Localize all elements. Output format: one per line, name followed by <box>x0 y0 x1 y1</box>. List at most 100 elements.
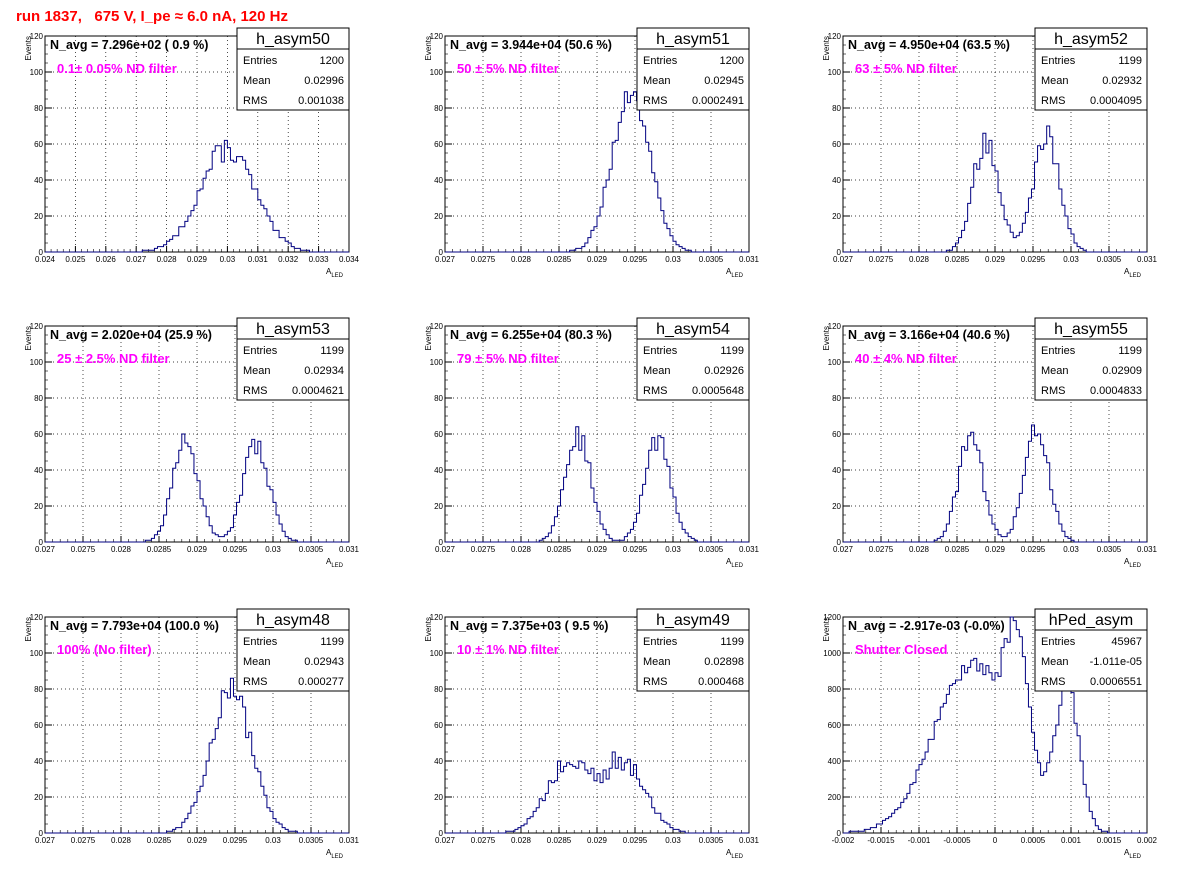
stats-entries-value: 1200 <box>320 55 344 67</box>
y-tick-label: 0 <box>837 538 842 547</box>
filter-label: 40 ± 4% ND filter <box>855 351 957 366</box>
filter-label: 0.1± 0.05% ND filter <box>57 61 177 76</box>
x-tick-label: 0.031 <box>739 545 760 554</box>
stats-box: h_asym48 Entries 1199 Mean 0.02943 RMS 0.00027… <box>236 608 350 692</box>
x-tick-label: 0.031 <box>739 836 760 845</box>
x-tick-label: 0.028 <box>111 545 132 554</box>
stats-rms-label: RMS <box>643 676 667 688</box>
stats-rms-label: RMS <box>1041 95 1065 107</box>
navg-label: N_avg = -2.917e-03 (-0.0%) <box>848 619 1005 633</box>
stats-hist-name: h_asym53 <box>256 321 330 338</box>
x-tick-label: 0 <box>993 836 998 845</box>
y-tick-label: 0 <box>837 829 842 838</box>
y-axis-title: Events <box>822 617 831 641</box>
x-tick-label: 0.029 <box>187 255 208 264</box>
x-tick-label: 0.029 <box>985 545 1006 554</box>
stats-entries-label: Entries <box>1041 345 1076 357</box>
x-tick-label: 0.0275 <box>471 545 496 554</box>
y-tick-label: 60 <box>434 140 443 149</box>
y-tick-label: 20 <box>34 212 43 221</box>
y-tick-label: 120 <box>828 322 842 331</box>
filter-label: 10 ± 1% ND filter <box>457 642 559 657</box>
stats-rms-value: 0.0004621 <box>292 385 344 397</box>
stats-mean-value: 0.02932 <box>1102 75 1142 87</box>
y-tick-label: 200 <box>828 793 842 802</box>
filter-label: 50 ± 5% ND filter <box>457 61 559 76</box>
y-tick-label: 20 <box>434 793 443 802</box>
stats-rms-value: 0.0004095 <box>1090 95 1142 107</box>
histogram-series <box>445 426 749 543</box>
x-tick-label: 0.027 <box>35 836 56 845</box>
y-tick-label: 20 <box>434 502 443 511</box>
stats-mean-label: Mean <box>643 365 671 377</box>
y-tick-label: 0 <box>837 248 842 257</box>
y-tick-label: 80 <box>434 685 443 694</box>
y-tick-label: 1000 <box>823 649 841 658</box>
y-tick-label: 80 <box>832 104 841 113</box>
x-tick-label: 0.0305 <box>699 255 724 264</box>
x-tick-label: 0.032 <box>278 255 299 264</box>
x-axis-title: ALED <box>326 557 344 569</box>
x-tick-label: 0.027 <box>35 545 56 554</box>
filter-label: 63 ± 5% ND filter <box>855 61 957 76</box>
x-tick-label: 0.027 <box>126 255 147 264</box>
y-tick-label: 100 <box>828 68 842 77</box>
filter-label: 25 ± 2.5% ND filter <box>57 351 170 366</box>
x-axis-title: ALED <box>1124 557 1142 569</box>
stats-rms-label: RMS <box>643 95 667 107</box>
filter-label: 79 ± 5% ND filter <box>457 351 559 366</box>
y-tick-label: 20 <box>34 502 43 511</box>
x-axis-title: ALED <box>726 557 744 569</box>
stats-mean-label: Mean <box>243 365 271 377</box>
y-axis-title: Events <box>424 36 433 60</box>
x-tick-label: 0.0305 <box>699 545 724 554</box>
run-title: run 1837, 675 V, I_pe ≈ 6.0 nA, 120 Hz <box>16 8 288 25</box>
y-tick-label: 80 <box>832 394 841 403</box>
x-tick-label: 0.0305 <box>1097 255 1122 264</box>
y-tick-label: 40 <box>434 757 443 766</box>
x-tick-label: 0.0005 <box>1021 836 1046 845</box>
x-tick-label: 0.0285 <box>147 545 172 554</box>
y-tick-label: 20 <box>832 502 841 511</box>
stats-entries-value: 1199 <box>320 636 344 648</box>
x-tick-label: 0.0295 <box>623 836 648 845</box>
y-tick-label: 120 <box>30 613 44 622</box>
y-tick-label: 60 <box>434 721 443 730</box>
x-tick-label: 0.0285 <box>147 836 172 845</box>
y-tick-label: 100 <box>430 68 444 77</box>
y-tick-label: 60 <box>434 430 443 439</box>
y-axis-title: Events <box>424 326 433 350</box>
y-tick-label: 40 <box>832 176 841 185</box>
y-tick-label: 40 <box>34 466 43 475</box>
x-tick-label: 0.0295 <box>623 255 648 264</box>
stats-box-frame <box>236 608 350 692</box>
y-tick-label: 40 <box>34 176 43 185</box>
stats-rms-value: 0.0002491 <box>692 95 744 107</box>
y-tick-label: 40 <box>434 176 443 185</box>
x-tick-label: 0.0295 <box>1021 545 1046 554</box>
x-tick-label: 0.0305 <box>699 836 724 845</box>
x-tick-label: -0.0005 <box>943 836 971 845</box>
stats-mean-label: Mean <box>1041 656 1069 668</box>
histogram-panel-h_asym48: 0.027 0.0275 0.028 0.0285 0.029 0.0295 0.03 0.0… <box>24 608 360 860</box>
x-tick-label: 0.033 <box>309 255 330 264</box>
stats-mean-value: 0.02943 <box>304 656 344 668</box>
x-tick-label: 0.0285 <box>547 255 572 264</box>
x-tick-label: 0.027 <box>435 545 456 554</box>
y-tick-label: 60 <box>34 140 43 149</box>
x-tick-label: 0.028 <box>511 255 532 264</box>
y-tick-label: 0 <box>439 248 444 257</box>
x-tick-label: 0.0015 <box>1097 836 1122 845</box>
x-axis-title: ALED <box>1124 848 1142 860</box>
stats-box-frame <box>636 317 750 401</box>
stats-box: h_asym55 Entries 1199 Mean 0.02909 RMS 0.00048… <box>1034 317 1148 401</box>
y-tick-label: 0 <box>439 538 444 547</box>
x-tick-label: 0.027 <box>435 836 456 845</box>
x-axis-title: ALED <box>726 267 744 279</box>
stats-mean-value: -1.011e-05 <box>1090 656 1142 668</box>
stats-hist-name: h_asym52 <box>1054 31 1128 48</box>
y-tick-label: 120 <box>828 32 842 41</box>
histogram-series <box>843 616 1147 834</box>
stats-rms-value: 0.000468 <box>698 676 744 688</box>
y-tick-label: 80 <box>434 104 443 113</box>
